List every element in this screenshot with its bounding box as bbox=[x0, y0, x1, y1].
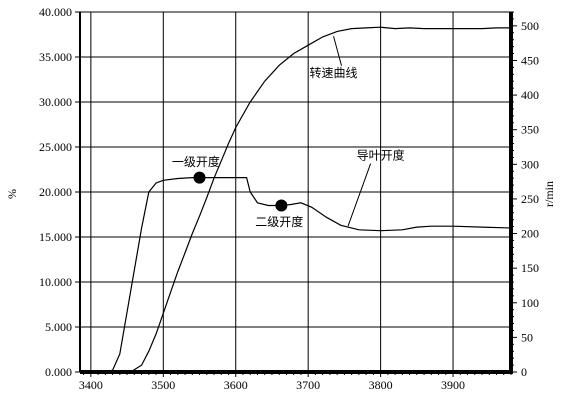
right-tick-label-9: 450 bbox=[521, 53, 539, 67]
right-tick-label-2: 100 bbox=[521, 296, 539, 310]
right-tick-label-10: 500 bbox=[521, 19, 539, 33]
left-axis-title: % bbox=[5, 189, 19, 199]
x-tick-label-2: 3600 bbox=[224, 378, 248, 392]
x-tick-label-3: 3700 bbox=[296, 378, 320, 392]
series-lines bbox=[80, 26, 512, 373]
right-axis-title: r/min bbox=[542, 181, 556, 207]
right-tick-label-6: 300 bbox=[521, 157, 539, 171]
annotation-leader-1 bbox=[347, 163, 372, 227]
right-tick-label-3: 150 bbox=[521, 261, 539, 275]
right-tick-label-1: 50 bbox=[521, 330, 533, 344]
right-tick-label-4: 200 bbox=[521, 227, 539, 241]
tick-labels: 0.000 5.000 10.000 15.000 20.000 25.000 30.000… bbox=[39, 5, 539, 392]
left-tick-label-7: 35.000 bbox=[39, 50, 72, 64]
left-tick-label-2: 10.000 bbox=[39, 275, 72, 289]
tick-marks bbox=[75, 11, 517, 377]
x-tick-label-0: 3400 bbox=[79, 378, 103, 392]
grid-lines bbox=[80, 11, 511, 373]
annotation-label-3: 二级开度 bbox=[255, 214, 303, 229]
right-tick-label-0: 0 bbox=[521, 365, 527, 379]
stage-markers bbox=[193, 171, 288, 212]
annotation-label-1: 导叶开度 bbox=[357, 148, 405, 163]
right-tick-label-7: 350 bbox=[521, 123, 539, 137]
left-tick-label-5: 25.000 bbox=[39, 140, 72, 154]
annotation-label-2: 一级开度 bbox=[172, 154, 220, 169]
series-line-1 bbox=[80, 26, 511, 373]
stage-marker-0 bbox=[193, 171, 206, 184]
x-tick-label-4: 3800 bbox=[369, 378, 393, 392]
left-tick-label-0: 0.000 bbox=[45, 365, 72, 379]
right-tick-label-8: 400 bbox=[521, 88, 539, 102]
stage-marker-1 bbox=[275, 199, 288, 212]
x-tick-label-1: 3500 bbox=[151, 378, 175, 392]
left-tick-label-1: 5.000 bbox=[45, 320, 72, 334]
left-tick-label-4: 20.000 bbox=[39, 185, 72, 199]
left-tick-label-8: 40.000 bbox=[39, 5, 72, 19]
right-tick-label-5: 250 bbox=[521, 192, 539, 206]
axes bbox=[79, 11, 513, 374]
x-tick-label-5: 3900 bbox=[441, 378, 465, 392]
series-line-0 bbox=[80, 177, 512, 373]
annotation-label-0: 转速曲线 bbox=[310, 65, 358, 80]
annotation-leader-0 bbox=[333, 36, 343, 66]
left-tick-label-6: 30.000 bbox=[39, 95, 72, 109]
left-tick-label-3: 15.000 bbox=[39, 230, 72, 244]
